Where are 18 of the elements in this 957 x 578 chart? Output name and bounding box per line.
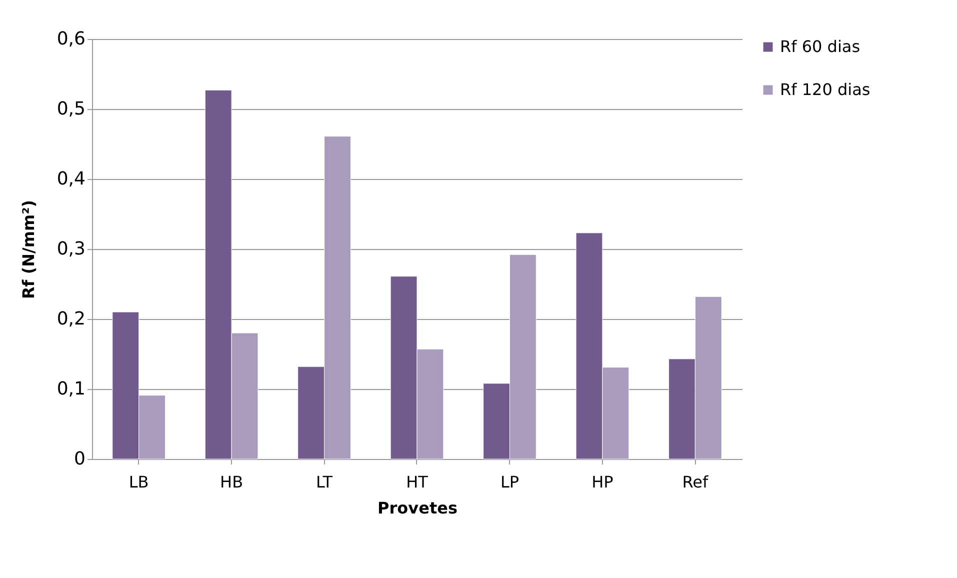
legend-label: Rf 120 dias	[780, 80, 870, 99]
x-tick-label: LT	[316, 472, 333, 492]
x-tick-label: LB	[128, 472, 149, 492]
x-tick-label: HP	[592, 472, 614, 492]
x-tick-label: HT	[406, 472, 428, 492]
y-tick-label: 0,3	[56, 238, 86, 260]
x-tick-label: HB	[220, 472, 244, 492]
y-tick-label: 0,6	[56, 28, 86, 50]
y-tick-label: 0,2	[56, 308, 86, 330]
y-tick-label: 0,1	[56, 378, 86, 400]
y-tick-label: 0,5	[56, 98, 86, 120]
x-tick-label: LP	[500, 472, 520, 492]
x-axis-title: Provetes	[378, 498, 458, 518]
x-tick-label: Ref	[682, 472, 708, 492]
legend-label: Rf 60 dias	[780, 37, 860, 56]
y-tick-label: 0	[74, 448, 86, 470]
y-tick-label: 0,4	[56, 168, 86, 190]
y-axis-title: Rf (N/mm²)	[18, 200, 38, 300]
